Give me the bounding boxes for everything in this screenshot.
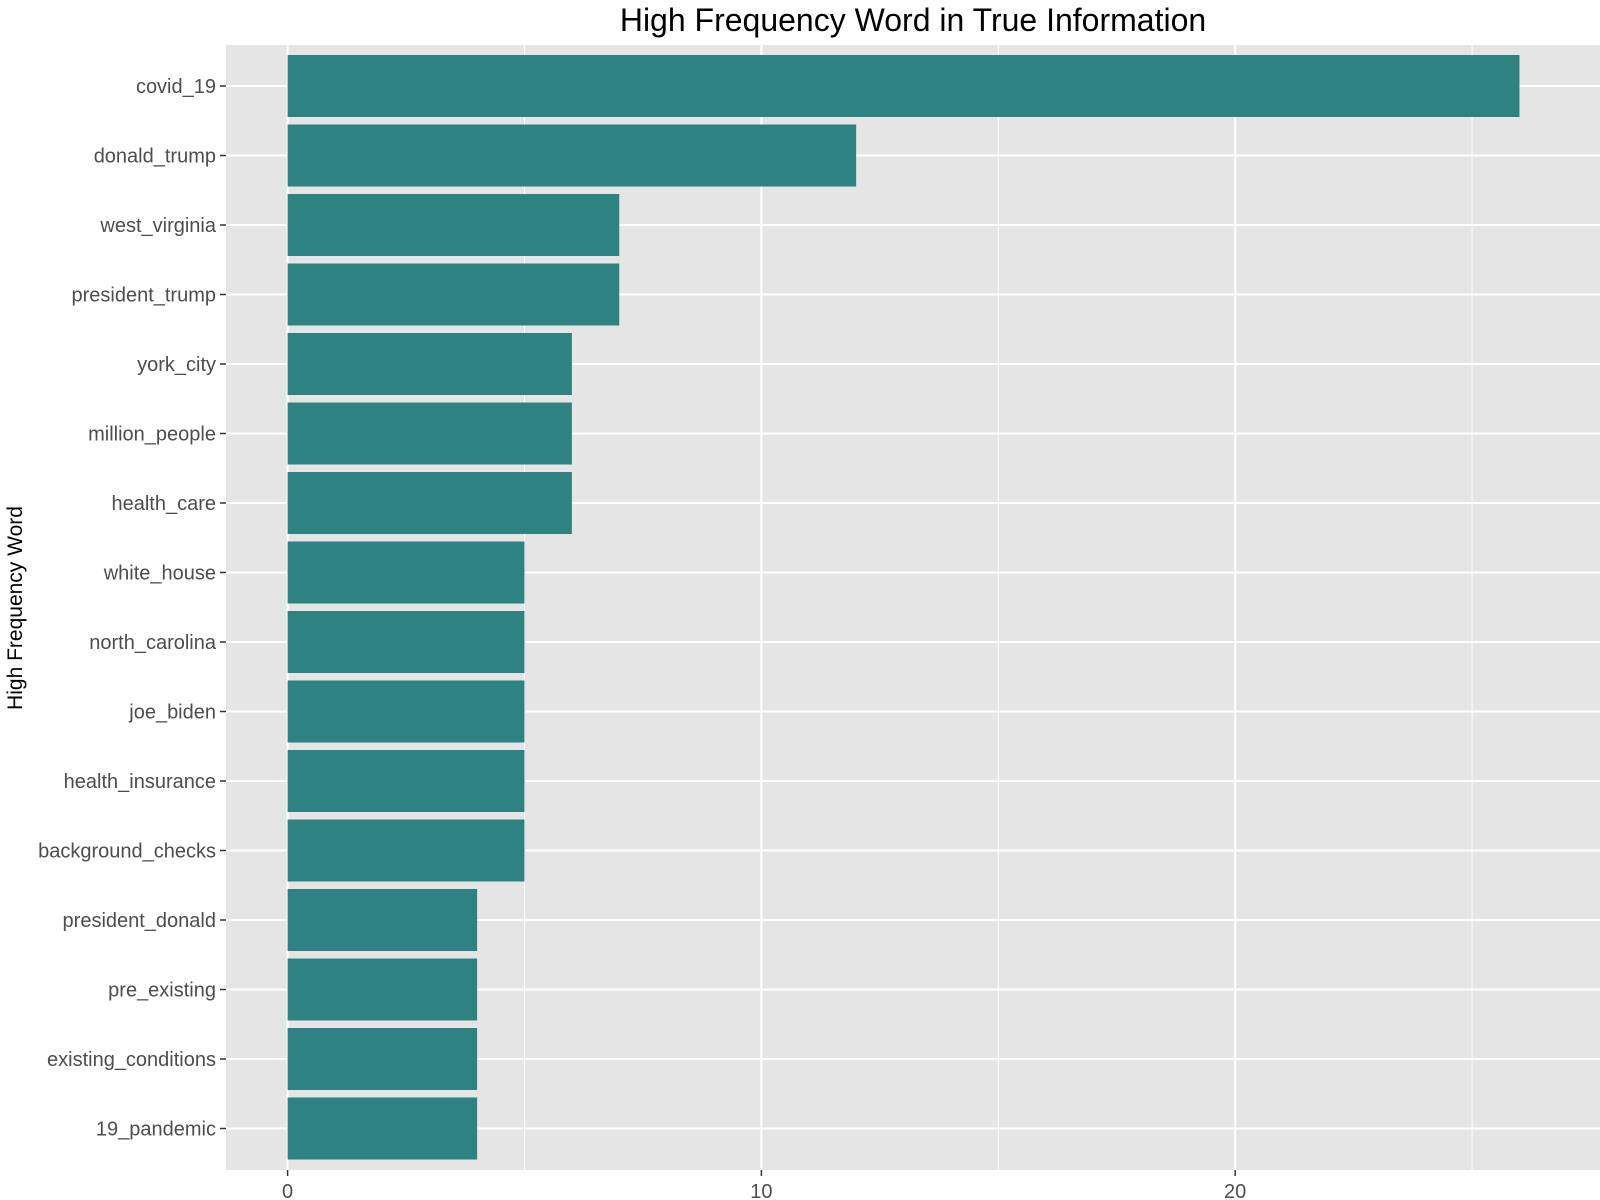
bar-west_virginia <box>287 194 620 256</box>
y-tick-label: covid_19 <box>136 76 216 98</box>
y-tick-label: pre_existing <box>108 980 216 1002</box>
bar-existing_conditions <box>287 1028 478 1090</box>
y-axis: covid_19 donald_trump west_virginiapreside… <box>38 76 226 1141</box>
bar-president_trump <box>287 263 620 326</box>
y-tick-label: background_checks <box>38 841 216 863</box>
bar-health_care <box>287 472 572 534</box>
bar-million_people <box>287 402 572 465</box>
y-tick-label: west_virginia <box>99 215 216 237</box>
x-tick-label: 0 <box>282 1181 293 1200</box>
y-tick-label: white_house <box>103 563 216 585</box>
x-axis: 0 10 20 <box>282 1170 1246 1200</box>
y-tick-label: health_insurance <box>64 771 216 793</box>
y-tick-label: 19_pandemic <box>96 1119 216 1141</box>
y-tick-label: existing_conditions <box>47 1049 216 1071</box>
bar-president_donald <box>287 889 478 951</box>
x-tick-label: 20 <box>1224 1181 1246 1200</box>
bar-background_checks <box>287 819 525 882</box>
bar-north_carolina <box>287 611 525 673</box>
bars <box>287 55 1520 1160</box>
y-tick-label: donald_trump <box>94 146 216 168</box>
y-tick-label: health_care <box>111 493 216 515</box>
bar-joe_biden <box>287 680 525 743</box>
bar-donald_trump <box>287 124 857 187</box>
y-tick-label: york_city <box>137 354 216 376</box>
bar-york_city <box>287 333 572 395</box>
x-tick-label: 10 <box>750 1181 772 1200</box>
y-axis-title: High Frequency Word <box>4 506 27 710</box>
bar-health_insurance <box>287 750 525 812</box>
y-tick-label: president_trump <box>71 285 216 307</box>
y-tick-label: joe_biden <box>128 702 216 724</box>
y-tick-label: president_donald <box>63 910 216 932</box>
bar-covid_19 <box>287 55 1520 117</box>
bar-pre_existing <box>287 958 478 1021</box>
y-tick-label: million_people <box>88 424 216 446</box>
y-tick-label: north_carolina <box>89 632 217 654</box>
chart-title: High Frequency Word in True Information <box>619 2 1207 38</box>
bar-white_house <box>287 541 525 604</box>
bar-19_pandemic <box>287 1097 478 1160</box>
